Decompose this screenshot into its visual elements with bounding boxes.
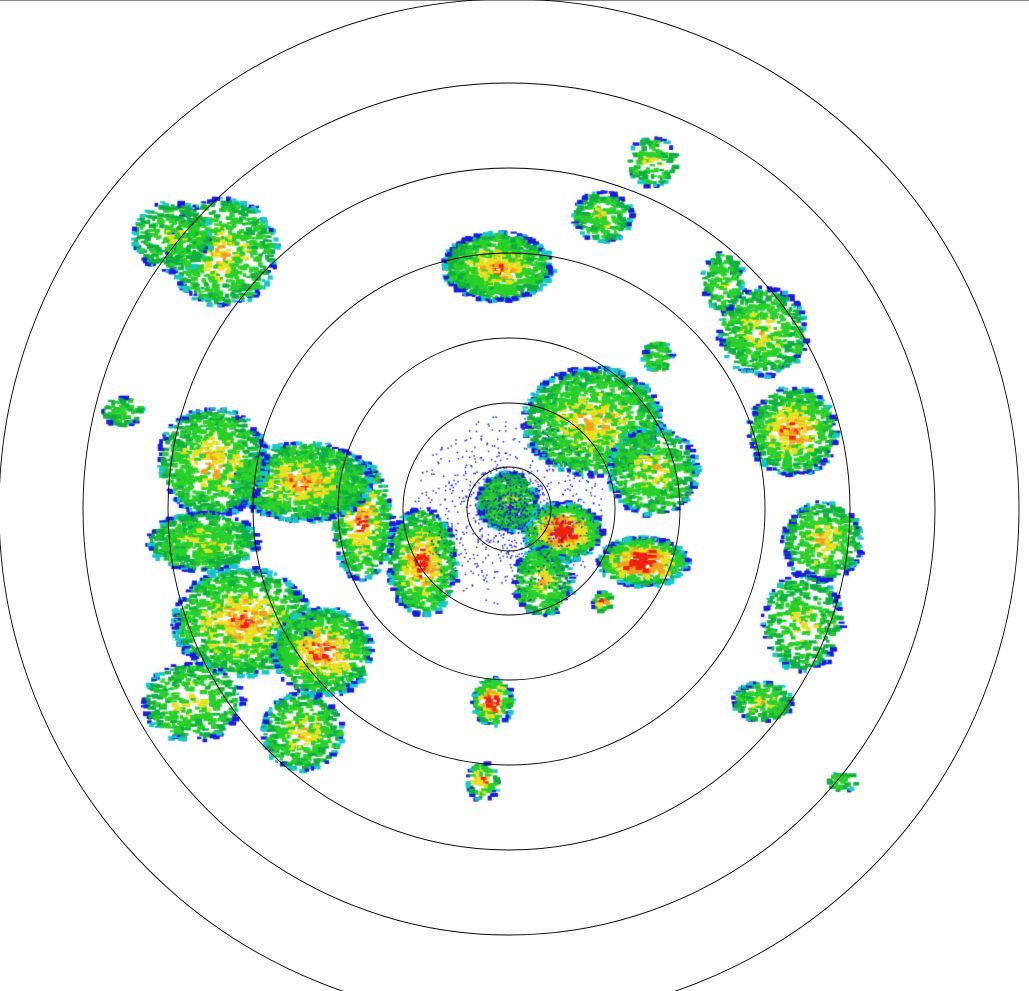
range-ring-4 — [252, 252, 766, 766]
range-ring-6 — [82, 82, 936, 936]
range-ring-5 — [167, 167, 851, 851]
range-ring-3 — [337, 337, 681, 681]
range-ring-2 — [402, 402, 616, 616]
range-ring-1 — [466, 466, 552, 552]
